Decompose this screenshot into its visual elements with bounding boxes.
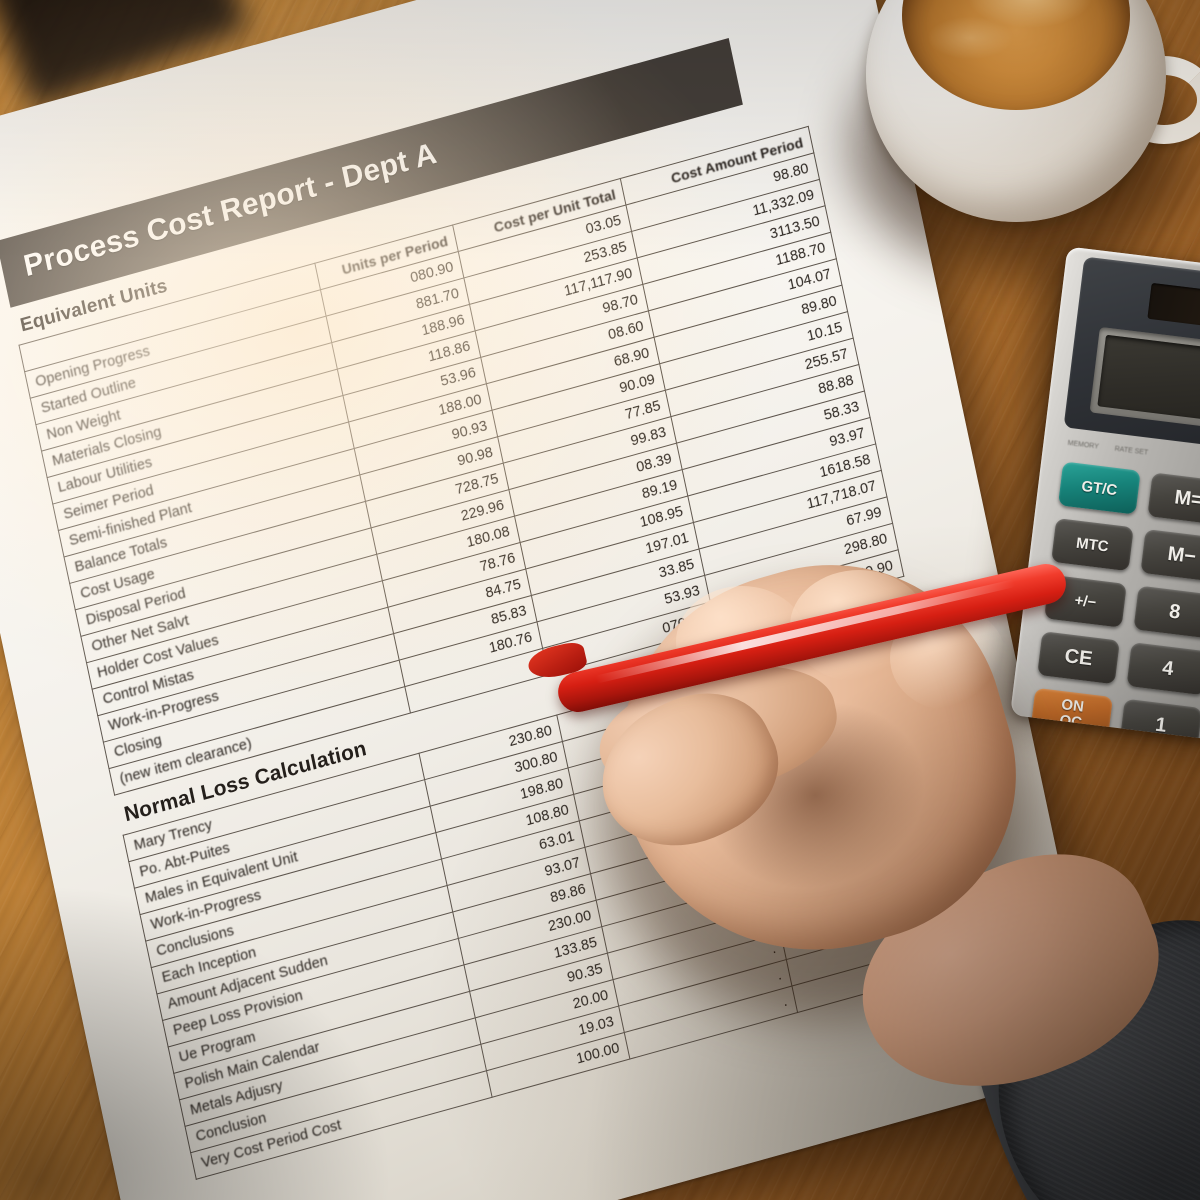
coffee-cup [866,0,1166,222]
